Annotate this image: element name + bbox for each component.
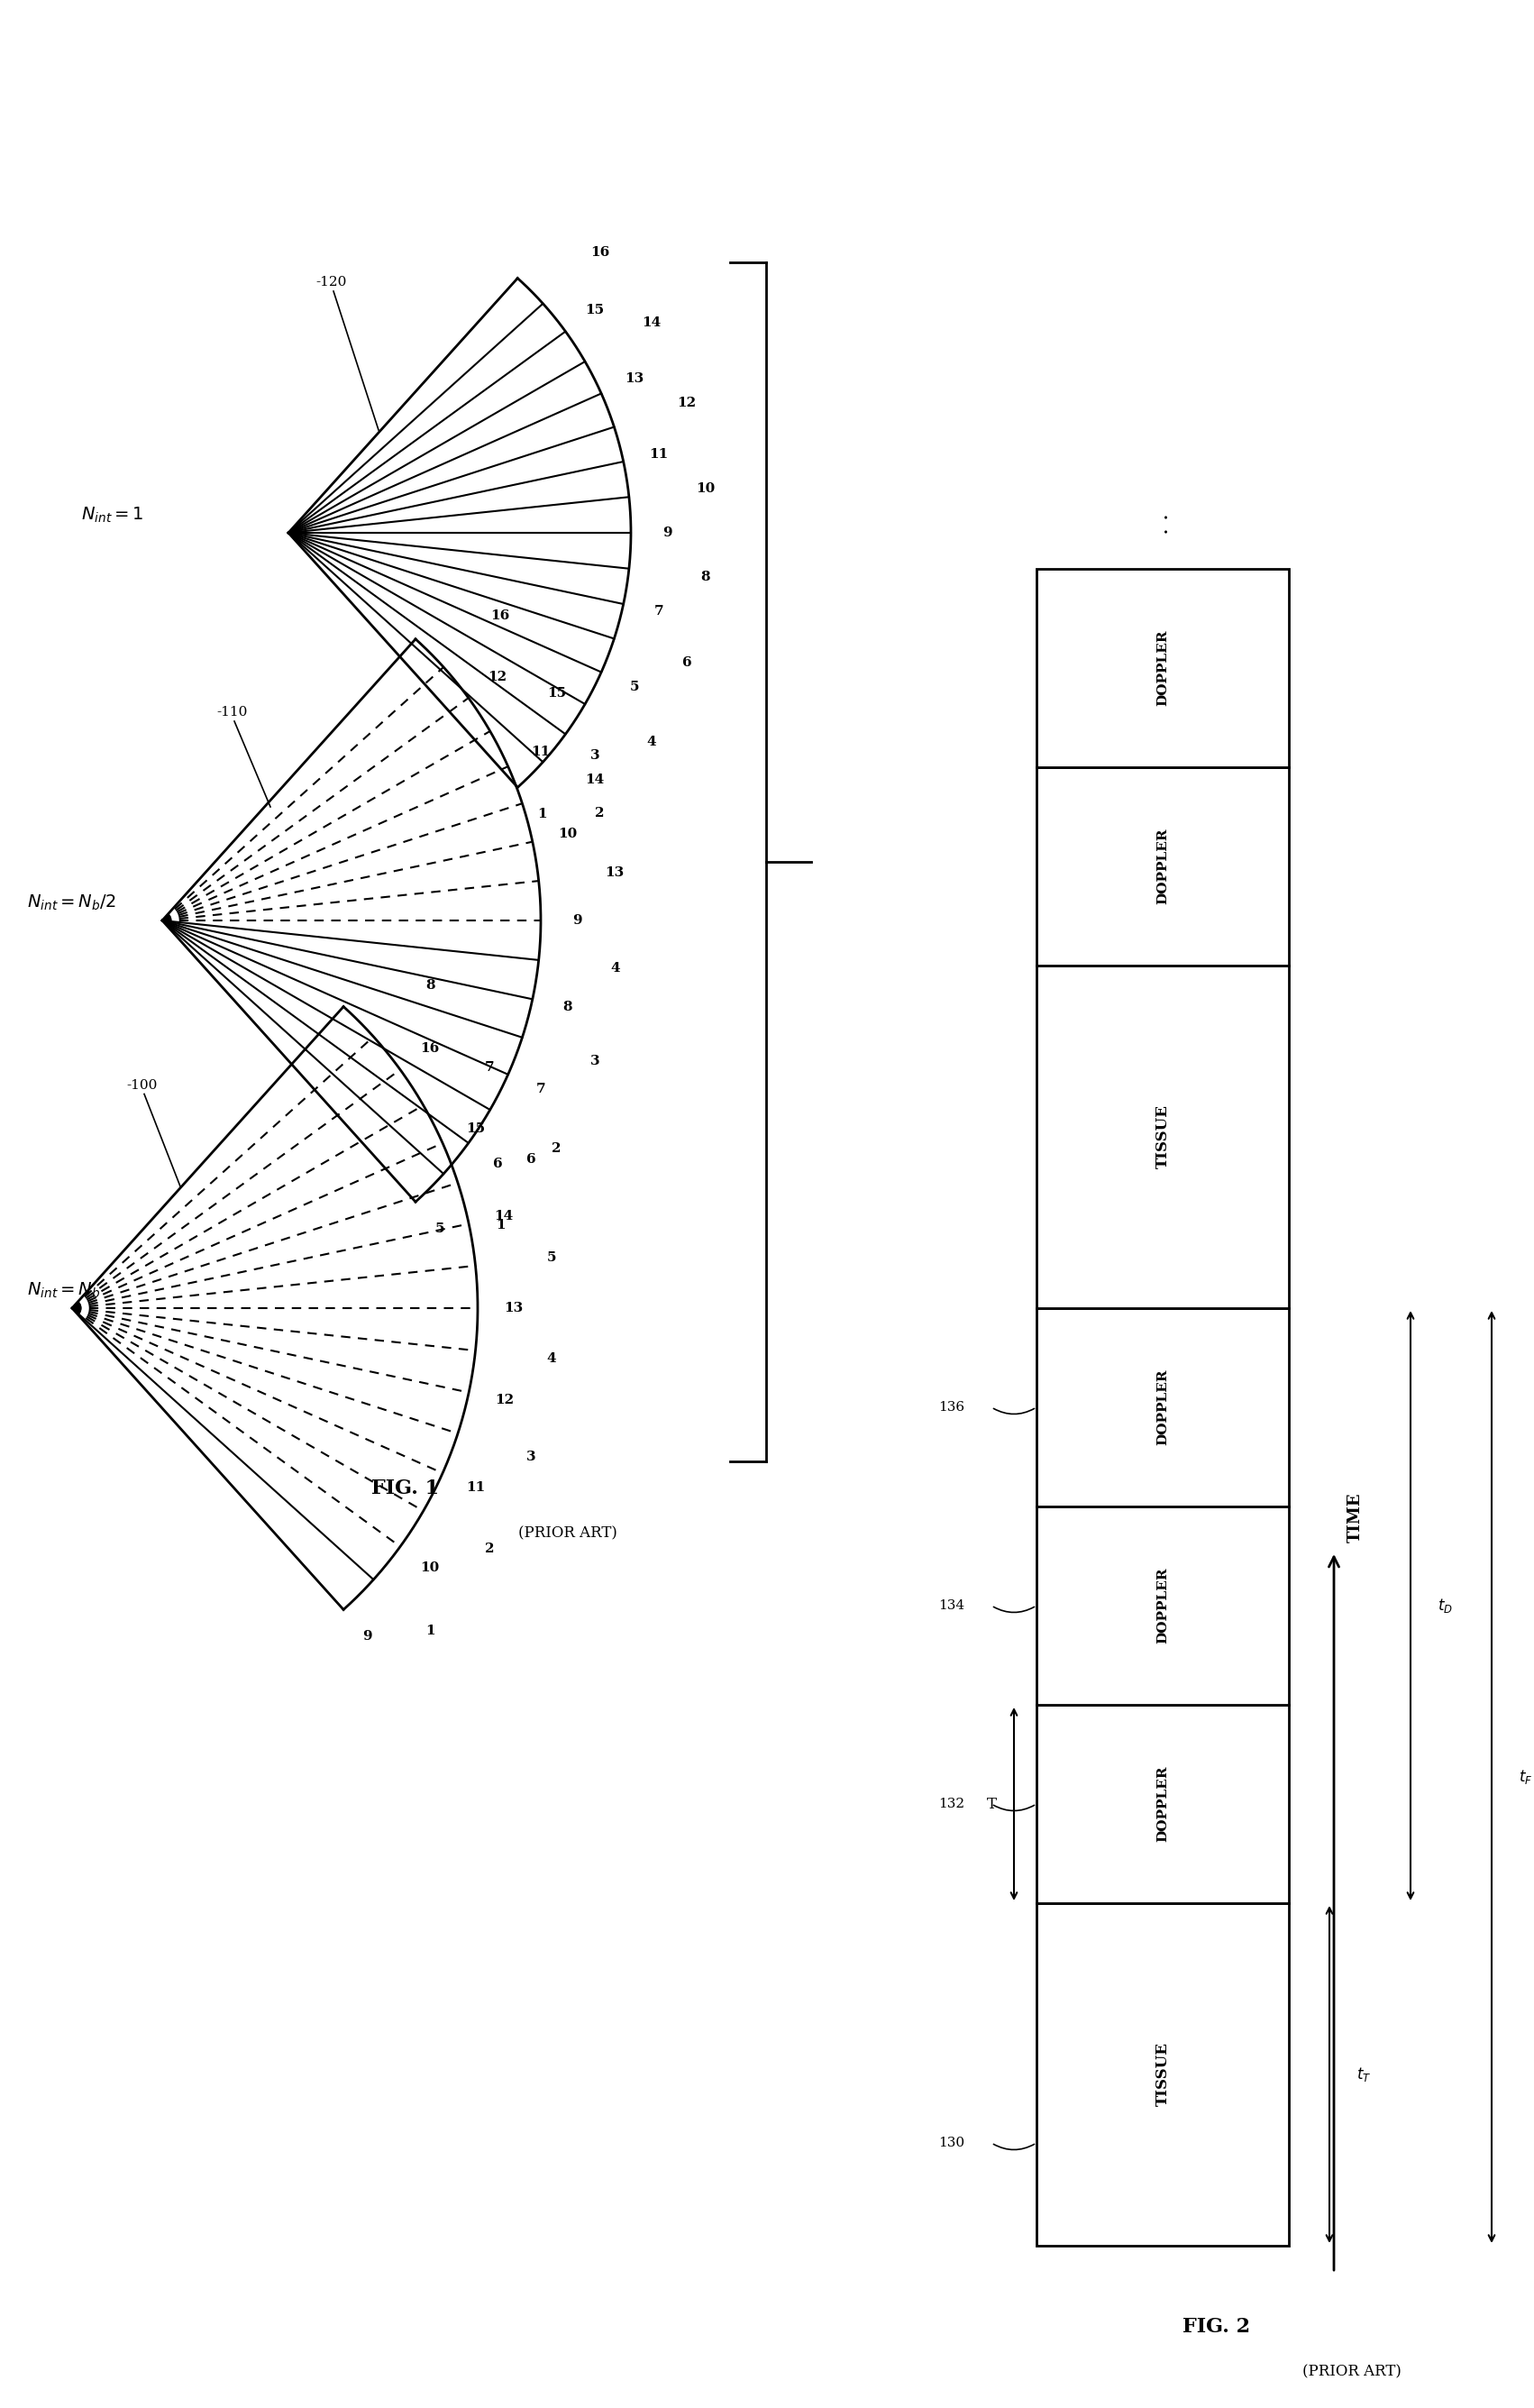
Text: 9: 9 [572, 915, 581, 927]
Text: 1: 1 [425, 1625, 436, 1637]
Text: 7: 7 [653, 604, 664, 619]
Bar [1037, 966, 1289, 1308]
Bar [1037, 1902, 1289, 2247]
Text: 13: 13 [606, 867, 624, 879]
Text: 16: 16 [420, 1043, 439, 1055]
Text: FIG. 1: FIG. 1 [371, 1479, 439, 1498]
Text: 16: 16 [591, 246, 609, 258]
Bar [1037, 1705, 1289, 1902]
Text: $t_F$: $t_F$ [1519, 1767, 1532, 1787]
Text: 2: 2 [595, 807, 604, 819]
Text: $N_{int}=N_b/2$: $N_{int}=N_b/2$ [28, 893, 117, 913]
Text: $t_D$: $t_D$ [1437, 1597, 1453, 1616]
Text: 10: 10 [695, 482, 715, 496]
Text: 9: 9 [364, 1630, 373, 1642]
Text: 4: 4 [611, 961, 620, 975]
Text: DOPPLER: DOPPLER [1157, 631, 1169, 706]
Text: 13: 13 [624, 373, 644, 385]
Text: T: T [986, 1796, 997, 1811]
Text: $t_T$: $t_T$ [1356, 2066, 1371, 2083]
Text: 9: 9 [663, 527, 672, 539]
Text: TIME: TIME [1347, 1493, 1364, 1544]
Text: 8: 8 [563, 999, 572, 1014]
Text: (PRIOR ART): (PRIOR ART) [518, 1527, 617, 1541]
Text: 6: 6 [492, 1158, 503, 1170]
Text: -110: -110 [216, 706, 247, 718]
Text: $N_{int}=1$: $N_{int}=1$ [81, 506, 144, 525]
Text: 8: 8 [425, 980, 436, 992]
Text: DOPPLER: DOPPLER [1157, 1765, 1169, 1842]
Text: 6: 6 [683, 655, 692, 669]
Text: 16: 16 [491, 609, 509, 621]
Text: 10: 10 [558, 828, 577, 840]
Text: 5: 5 [629, 681, 640, 694]
Text: (PRIOR ART): (PRIOR ART) [1302, 2365, 1402, 2379]
Text: 12: 12 [494, 1394, 514, 1406]
Text: 130: 130 [939, 2136, 965, 2150]
Text: 3: 3 [526, 1452, 535, 1464]
Text: 14: 14 [586, 773, 604, 785]
Text: 12: 12 [488, 669, 508, 684]
Text: 15: 15 [584, 303, 604, 315]
Text: 12: 12 [678, 397, 696, 409]
Text: 2: 2 [485, 1544, 494, 1556]
Text: 132: 132 [939, 1799, 965, 1811]
Text: 1: 1 [537, 809, 546, 821]
Text: 11: 11 [531, 746, 551, 759]
Text: 11: 11 [466, 1481, 485, 1493]
Text: 15: 15 [466, 1122, 485, 1134]
Text: 5: 5 [548, 1252, 557, 1264]
Text: 11: 11 [649, 448, 669, 460]
Text: 10: 10 [420, 1560, 439, 1575]
Text: 4: 4 [646, 737, 657, 749]
Text: -100: -100 [126, 1079, 156, 1091]
Text: -120: -120 [316, 277, 347, 289]
Bar [1037, 568, 1289, 768]
Bar [1037, 1308, 1289, 1507]
Text: 8: 8 [701, 571, 710, 583]
Text: 1: 1 [495, 1218, 505, 1230]
Text: 14: 14 [494, 1209, 514, 1223]
Text: 5: 5 [436, 1223, 445, 1235]
Text: 3: 3 [591, 749, 600, 761]
Text: TISSUE: TISSUE [1155, 2042, 1170, 2107]
Text: DOPPLER: DOPPLER [1157, 1370, 1169, 1445]
Text: DOPPLER: DOPPLER [1157, 828, 1169, 905]
Text: 15: 15 [548, 686, 566, 698]
Text: 134: 134 [939, 1599, 965, 1611]
Text: 3: 3 [591, 1055, 600, 1067]
Text: 136: 136 [939, 1401, 965, 1413]
Text: TISSUE: TISSUE [1155, 1105, 1170, 1168]
Text: 2: 2 [552, 1141, 561, 1153]
Text: FIG. 2: FIG. 2 [1183, 2316, 1250, 2336]
Text: DOPPLER: DOPPLER [1157, 1568, 1169, 1645]
Text: 13: 13 [505, 1303, 523, 1315]
Text: 6: 6 [526, 1153, 535, 1165]
Text: . .: . . [1152, 513, 1174, 535]
Bar [1037, 1507, 1289, 1705]
Bar [1037, 768, 1289, 966]
Text: 7: 7 [485, 1060, 494, 1074]
Text: 7: 7 [537, 1084, 546, 1096]
Text: 4: 4 [546, 1353, 557, 1365]
Text: 14: 14 [641, 318, 661, 330]
Text: $N_{int}=N_b$: $N_{int}=N_b$ [28, 1281, 100, 1300]
